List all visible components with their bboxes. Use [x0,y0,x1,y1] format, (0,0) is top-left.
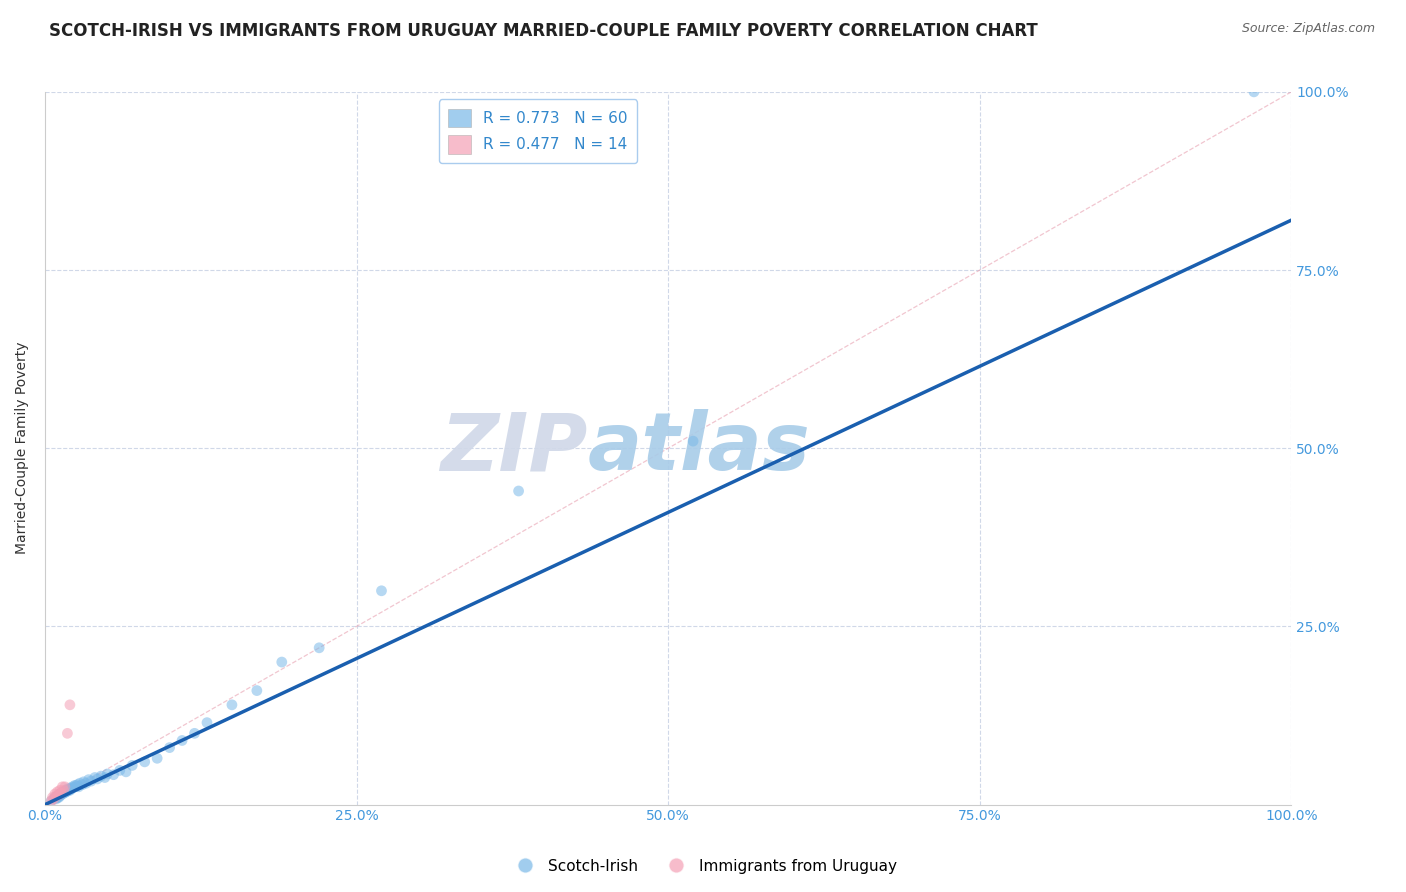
Point [90,769,112,783]
Point [58,782,80,797]
Point [39,794,62,808]
Point [72,774,94,789]
Point [508,483,530,498]
Point [53,780,76,794]
Point [52,786,75,800]
Point [65,779,87,793]
Point [55,785,77,799]
Point [69,776,91,790]
Point [56,781,79,796]
Point [49,789,72,803]
Point [72,778,94,792]
Point [52,783,75,797]
Point [682,434,704,449]
Point [94,771,117,785]
Point [221,698,243,712]
Point [86,772,108,786]
Point [77,772,100,787]
Point [59,698,82,712]
Point [60,780,83,794]
Point [42,792,65,806]
Point [146,751,169,765]
Point [39,794,62,808]
Point [51,787,73,801]
Point [44,790,66,805]
Point [370,583,392,598]
Point [62,780,84,795]
Point [55,783,77,797]
Point [49,783,72,797]
Point [46,790,69,805]
Point [52,785,75,799]
Point [1243,85,1265,99]
Point [134,755,156,769]
Point [46,785,69,799]
Point [103,767,125,781]
Point [308,640,330,655]
Point [60,781,83,796]
Point [53,785,76,799]
Point [67,780,90,794]
Point [46,789,69,803]
Point [51,780,73,794]
Point [51,788,73,802]
Text: atlas: atlas [588,409,810,487]
Point [115,764,138,779]
Point [44,787,66,801]
Point [96,767,118,781]
Text: ZIP: ZIP [440,409,588,487]
Text: Source: ZipAtlas.com: Source: ZipAtlas.com [1241,22,1375,36]
Point [63,778,86,792]
Point [48,788,70,802]
Point [48,790,70,805]
Legend: Scotch-Irish, Immigrants from Uruguay: Scotch-Irish, Immigrants from Uruguay [503,853,903,880]
Point [121,758,143,772]
Point [45,792,67,806]
Point [75,776,97,790]
Point [56,784,79,798]
Legend: R = 0.773   N = 60, R = 0.477   N = 14: R = 0.773 N = 60, R = 0.477 N = 14 [439,100,637,162]
Point [195,715,218,730]
Point [59,783,82,797]
Text: SCOTCH-IRISH VS IMMIGRANTS FROM URUGUAY MARRIED-COUPLE FAMILY POVERTY CORRELATIO: SCOTCH-IRISH VS IMMIGRANTS FROM URUGUAY … [49,22,1038,40]
Point [53,784,76,798]
Point [49,787,72,801]
Point [51,786,73,800]
Point [41,790,63,805]
Point [108,764,131,778]
Y-axis label: Married-Couple Family Poverty: Married-Couple Family Poverty [15,342,30,555]
Point [51,786,73,800]
Point [83,771,105,785]
Point [270,655,292,669]
Point [59,781,82,796]
Point [66,778,89,792]
Point [48,789,70,803]
Point [170,733,193,747]
Point [45,789,67,803]
Point [183,726,205,740]
Point [246,683,269,698]
Point [80,774,103,789]
Point [42,792,65,806]
Point [159,740,181,755]
Point [56,726,79,740]
